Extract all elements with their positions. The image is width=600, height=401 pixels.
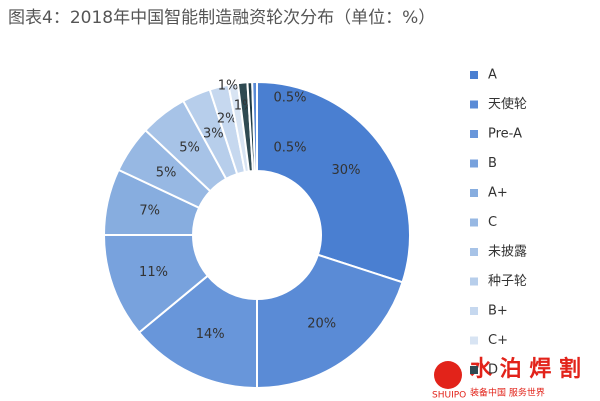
value-label: 0.5% — [273, 141, 306, 156]
legend-label: 天使轮 — [488, 96, 527, 112]
legend-swatch — [470, 366, 478, 374]
value-label: 11% — [139, 265, 168, 280]
legend-swatch — [470, 159, 478, 168]
value-label: 5% — [179, 141, 200, 156]
legend-label: B+ — [488, 304, 508, 319]
legend-label: 种子轮 — [488, 274, 527, 289]
value-label: 0.5% — [273, 91, 306, 106]
legend-label: C+ — [488, 333, 508, 348]
value-label: 5% — [156, 166, 177, 181]
legend-label: D — [488, 363, 498, 378]
legend-label: C — [488, 215, 497, 230]
legend-label: A — [488, 68, 497, 83]
watermark-logo — [434, 361, 462, 389]
legend-swatch — [470, 307, 478, 315]
legend-label: B — [488, 156, 497, 171]
legend-swatch — [470, 218, 478, 227]
legend-swatch — [470, 71, 478, 79]
slice — [256, 253, 404, 390]
slice — [251, 80, 258, 173]
watermark-text: 水 泊 焊 割 — [470, 356, 581, 382]
watermark: 水 泊 焊 割 SHUIPO 装备中国 服务世界 — [432, 356, 581, 401]
value-label: 20% — [307, 316, 336, 331]
value-label: 7% — [139, 204, 160, 219]
watermark-slogan: 装备中国 服务世界 — [470, 387, 545, 399]
slice — [256, 80, 411, 284]
legend-swatch — [470, 277, 478, 286]
legend-swatch — [470, 189, 478, 197]
legend-label: 未披露 — [488, 245, 527, 260]
legend-label: Pre-A — [488, 127, 522, 142]
value-label: 1% — [218, 79, 239, 94]
legend-label: A+ — [488, 186, 508, 201]
legend-swatch — [470, 100, 478, 109]
legend-swatch — [470, 248, 478, 256]
slice — [137, 274, 258, 390]
value-label: 3% — [203, 127, 224, 142]
chart-title: 图表4：2018年中国智能制造融资轮次分布（单位：%） — [8, 8, 435, 28]
value-label: 30% — [332, 163, 361, 178]
watermark-brand: SHUIPO — [432, 391, 466, 401]
value-label: 14% — [196, 327, 225, 342]
value-label: 2% — [217, 111, 238, 126]
legend-swatch — [470, 336, 478, 345]
legend-swatch — [470, 130, 478, 138]
